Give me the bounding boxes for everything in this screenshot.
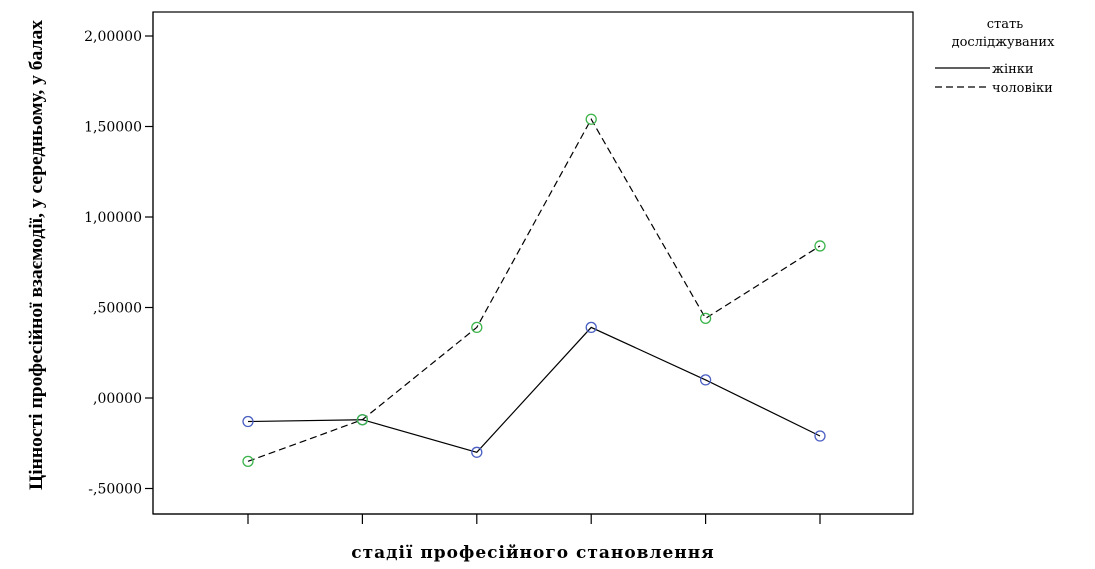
- data-point-cholovik: [356, 414, 369, 426]
- plot-frame: [152, 11, 914, 515]
- series-line-zhinky: [247, 326, 821, 453]
- data-point-zhinky: [814, 430, 826, 442]
- legend: стать досліджуваних жінки чоловіки: [935, 17, 1055, 96]
- legend-title-line2: досліджуваних: [952, 35, 1056, 50]
- x-axis-ticks: [247, 514, 821, 524]
- data-point-zhinky: [471, 446, 483, 458]
- y-tick-label: -,50000: [88, 482, 142, 498]
- series-points: [242, 113, 826, 468]
- data-point-cholovik: [471, 321, 483, 334]
- x-axis-title: стадії професійного становлення: [351, 543, 715, 563]
- series-line-cholovik: [247, 118, 821, 462]
- y-tick-label: 1,00000: [84, 210, 142, 226]
- data-point-cholovik: [242, 455, 254, 468]
- legend-label-cholovik: чоловіки: [992, 81, 1053, 96]
- series-lines: [247, 118, 821, 462]
- data-point-zhinky: [242, 415, 254, 428]
- y-tick-label: 1,50000: [84, 120, 142, 136]
- legend-title-line1: стать: [987, 17, 1024, 32]
- y-tick-label: 2,00000: [84, 29, 142, 45]
- data-point-cholovik: [814, 240, 826, 252]
- data-point-zhinky: [699, 374, 712, 386]
- y-axis-title: Цінності професійної взаємодії, у середн…: [26, 19, 47, 490]
- y-tick-label: ,00000: [93, 391, 142, 407]
- data-point-zhinky: [585, 321, 597, 334]
- data-point-cholovik: [585, 113, 597, 125]
- legend-label-zhinky: жінки: [992, 62, 1034, 77]
- y-tick-label: ,50000: [93, 301, 142, 317]
- y-axis-ticks: -,50000 ,00000 ,50000 1,00000 1,50000 2,00000: [84, 29, 153, 498]
- data-point-cholovik: [699, 312, 712, 325]
